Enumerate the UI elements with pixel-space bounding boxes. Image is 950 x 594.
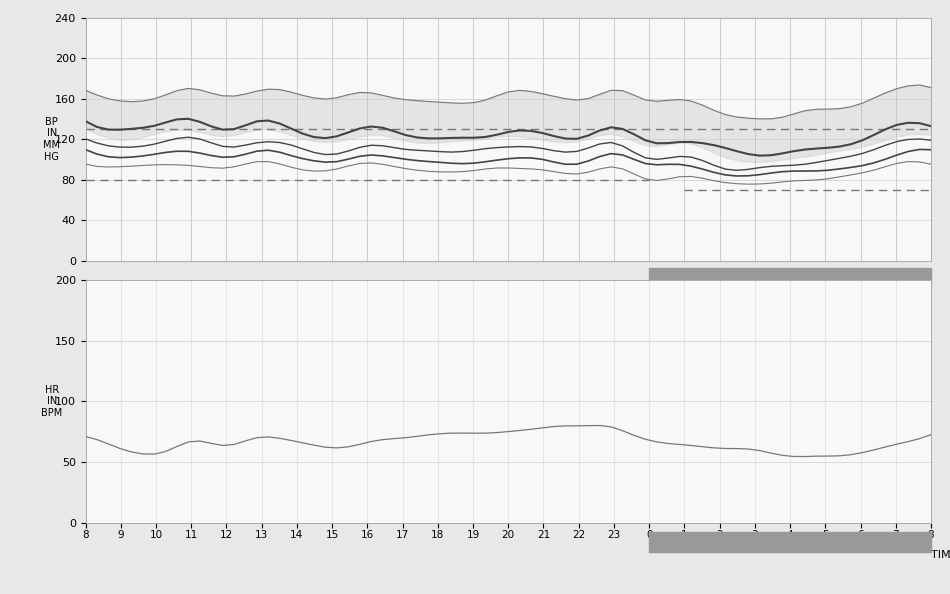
Y-axis label: HR
IN
BPM: HR IN BPM [41, 385, 63, 418]
Bar [649, 532, 931, 552]
Text: TIME (hours): TIME (hours) [931, 549, 950, 560]
Bar [649, 268, 931, 285]
Y-axis label: BP
IN
MM
HG: BP IN MM HG [44, 117, 60, 162]
